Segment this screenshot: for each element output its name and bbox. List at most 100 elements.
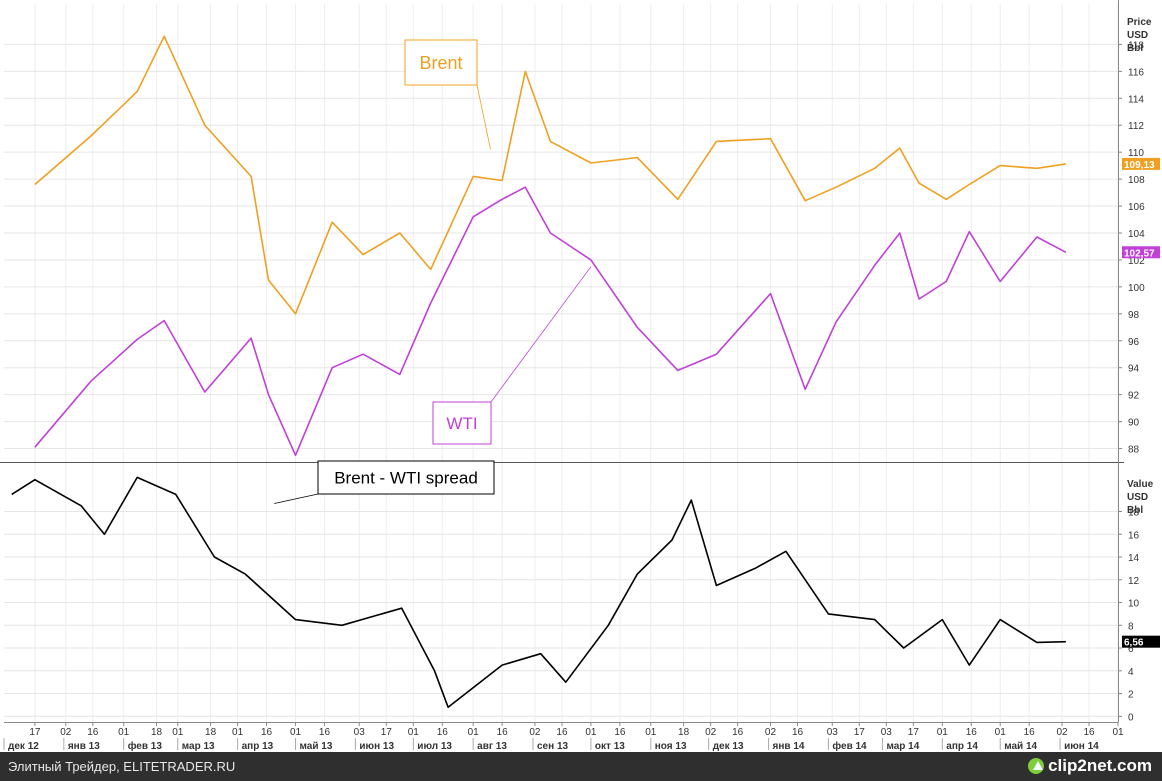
x-month-label: апр 14 <box>946 741 978 752</box>
brent-last-value-badge <box>1122 157 1160 170</box>
price-y-tick-label: 96 <box>1128 337 1140 348</box>
x-tick-label: 02 <box>705 727 717 738</box>
x-tick-label: 16 <box>87 727 99 738</box>
clip2net-logo[interactable]: clip2net.com <box>1028 755 1152 777</box>
price-y-tick-label: 116 <box>1128 67 1144 78</box>
x-tick-label: 03 <box>827 727 839 738</box>
x-tick-label: 03 <box>881 727 893 738</box>
x-month-label: май 13 <box>300 741 333 752</box>
brent-annotation-label: Brent <box>419 53 462 73</box>
x-month-label: дек 12 <box>8 741 39 752</box>
wti-last-value-label: 102,57 <box>1124 248 1155 259</box>
spread-y-tick-label: 6 <box>1128 644 1134 655</box>
x-tick-label: 01 <box>468 727 480 738</box>
x-month-label: фев 13 <box>128 740 163 752</box>
wti-annotation-label: WTI <box>446 414 477 433</box>
spread-y-axis-label: USD <box>1127 492 1148 503</box>
x-tick-label: 18 <box>205 727 217 738</box>
brent-wti-spread-annotation-label: Brent - WTI spread <box>334 468 478 487</box>
x-tick-label: 02 <box>765 727 777 738</box>
x-month-label: май 14 <box>1004 741 1037 752</box>
spread-y-tick-label: 0 <box>1128 712 1134 723</box>
price-y-tick-label: 90 <box>1128 418 1140 429</box>
brent-wti-spread-annotation-box <box>317 460 495 495</box>
x-month-label: мар 14 <box>886 741 919 752</box>
x-tick-label: 18 <box>678 727 690 738</box>
x-tick-label: 02 <box>60 727 72 738</box>
x-tick-label: 01 <box>1112 727 1124 738</box>
x-tick-label: 16 <box>497 727 509 738</box>
x-month-label: мар 13 <box>182 741 215 752</box>
brent-last-value-label: 109,13 <box>1124 160 1155 171</box>
price-y-tick-label: 108 <box>1128 175 1145 186</box>
brent-wti-spread-leader-line <box>274 493 319 504</box>
wti-annotation-box <box>432 401 492 445</box>
brent-wti-spread-series-line <box>11 476 1066 709</box>
x-month-label: авг 13 <box>477 741 507 752</box>
x-month-label: июн 14 <box>1064 741 1099 752</box>
x-month-label: сен 13 <box>537 741 569 752</box>
x-tick-label: 16 <box>1024 727 1036 738</box>
x-tick-label: 03 <box>354 727 366 738</box>
spread-y-tick-label: 16 <box>1128 530 1140 541</box>
x-tick-label: 01 <box>585 727 597 738</box>
x-tick-label: 16 <box>732 727 744 738</box>
x-month-label: июн 13 <box>359 741 394 752</box>
x-tick-label: 02 <box>1056 727 1068 738</box>
x-tick-label: 18 <box>151 727 163 738</box>
spread-y-tick-label: 10 <box>1128 599 1140 610</box>
spread-y-axis-label: Value <box>1127 479 1154 490</box>
x-tick-label: 16 <box>261 727 273 738</box>
price-y-tick-label: 100 <box>1128 283 1145 294</box>
wti-last-value-badge <box>1122 246 1160 259</box>
spread-y-tick-label: 14 <box>1128 553 1140 564</box>
x-month-label: ноя 13 <box>655 741 687 752</box>
footer-bar: Элитный Трейдер, ELITETRADER.RU clip2net… <box>0 752 1162 781</box>
price-y-tick-label: 104 <box>1128 229 1145 240</box>
x-month-label: дек 13 <box>713 741 744 752</box>
x-tick-label: 01 <box>645 727 657 738</box>
price-y-tick-label: 110 <box>1128 148 1144 159</box>
x-tick-label: 16 <box>614 727 626 738</box>
x-tick-label: 01 <box>172 727 184 738</box>
brent-annotation-box <box>404 39 478 86</box>
chart-svg: 8890929496981001021041061081101121141161… <box>0 0 1160 752</box>
chart-area: 88 90 92 94 96 98 100 102 104 106 108 110 112 114 116 1… <box>0 0 1160 752</box>
spread-y-tick-label: 2 <box>1128 690 1134 701</box>
spread-y-tick-label: 12 <box>1128 576 1140 587</box>
price-y-axis-label: Bbl <box>1127 43 1143 54</box>
price-y-axis-label: USD <box>1127 30 1148 41</box>
price-y-tick-label: 112 <box>1128 121 1144 132</box>
price-y-tick-label: 94 <box>1128 364 1140 375</box>
x-month-label: фев 14 <box>832 740 867 752</box>
spread-y-axis-label: Bbl <box>1127 505 1143 516</box>
x-tick-label: 16 <box>792 727 804 738</box>
x-tick-label: 16 <box>556 727 568 738</box>
footer-caption: Элитный Трейдер, ELITETRADER.RU <box>8 759 236 774</box>
clip2net-logo-icon <box>1028 758 1045 774</box>
x-month-label: янв 14 <box>773 741 805 752</box>
spread-y-tick-label: 4 <box>1128 667 1134 678</box>
x-tick-label: 01 <box>232 727 244 738</box>
x-tick-label: 01 <box>408 727 420 738</box>
x-tick-label: 01 <box>937 727 949 738</box>
price-y-tick-label: 118 <box>1128 40 1144 51</box>
x-month-label: апр 13 <box>242 741 274 752</box>
x-tick-label: 01 <box>995 727 1007 738</box>
brent-wti-spread-last-value-label: 6,56 <box>1124 638 1144 649</box>
x-month-label: июл 13 <box>417 741 452 752</box>
clip2net-logo-text: clip2net.com <box>1048 756 1152 775</box>
x-tick-label: 16 <box>319 727 331 738</box>
price-y-tick-label: 92 <box>1128 391 1140 402</box>
wti-series-line <box>34 186 1067 457</box>
x-tick-label: 17 <box>381 727 393 738</box>
x-tick-label: 16 <box>437 727 449 738</box>
x-tick-label: 17 <box>29 727 41 738</box>
price-y-tick-label: 98 <box>1128 310 1140 321</box>
x-month-label: окт 13 <box>595 741 625 752</box>
x-month-label: янв 13 <box>68 741 100 752</box>
price-y-tick-label: 102 <box>1128 256 1145 267</box>
x-tick-label: 17 <box>908 727 920 738</box>
x-tick-label: 17 <box>854 727 866 738</box>
x-tick-label: 16 <box>966 727 978 738</box>
